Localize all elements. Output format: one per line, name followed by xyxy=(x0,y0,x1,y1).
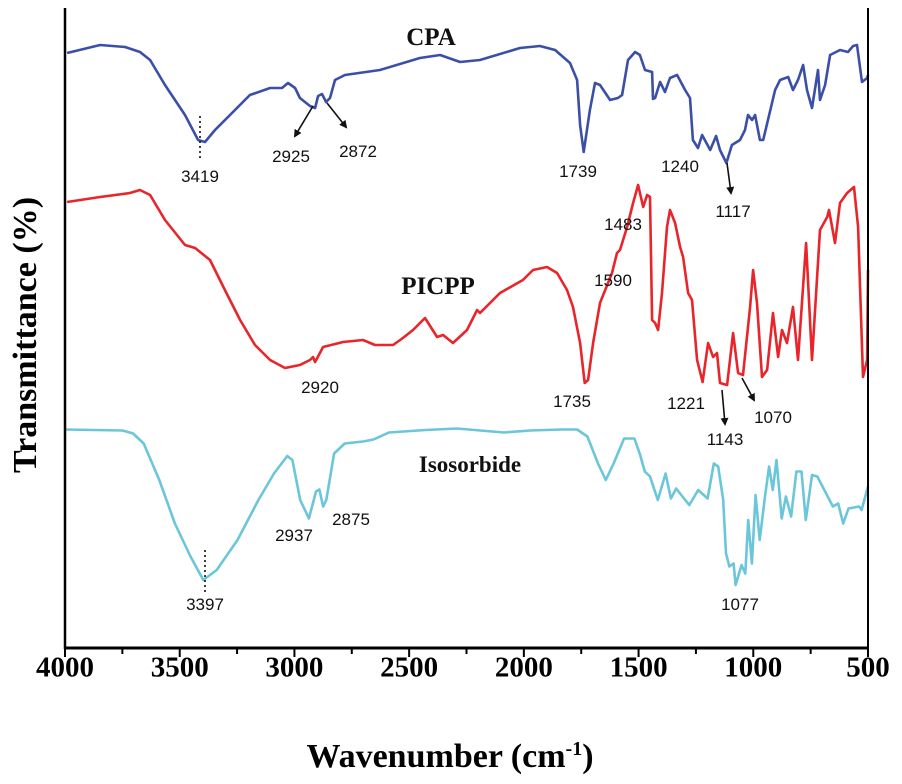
x-tick-label: 3000 xyxy=(265,651,324,684)
annotation-label: 1735 xyxy=(553,392,591,411)
annotation-label: 1117 xyxy=(715,202,751,221)
annotation-label: 1143 xyxy=(706,430,744,449)
annotation-label: 2872 xyxy=(339,142,377,161)
annotation-label: 2920 xyxy=(301,378,339,397)
x-axis-label-end: ) xyxy=(582,738,594,776)
annotation-label: 1077 xyxy=(721,595,759,614)
x-tick-label: 3500 xyxy=(150,651,209,684)
arrow-2872 xyxy=(326,102,348,129)
series-label-cpa: CPA xyxy=(406,24,456,51)
x-axis-label: Wavenumber (cm-1) xyxy=(306,738,593,776)
series-label-picpp: PICPP xyxy=(401,273,475,300)
annotation-label: 3397 xyxy=(186,595,224,614)
arrow-1117 xyxy=(726,162,735,195)
annotation-label: 1070 xyxy=(754,408,792,427)
series-line-isosorbide xyxy=(64,427,870,587)
y-axis-label: Transmittance (%) xyxy=(7,196,44,474)
x-tick-label: 2500 xyxy=(380,651,439,684)
annotation-label: 1240 xyxy=(661,157,699,176)
x-axis-label-text: Wavenumber (cm xyxy=(306,738,566,776)
x-tick-label: 2000 xyxy=(494,651,553,684)
arrow-1070 xyxy=(741,377,755,402)
x-tick-label: 1000 xyxy=(724,651,783,684)
series-line-picpp xyxy=(66,183,870,387)
arrow-2925 xyxy=(293,105,314,138)
x-tick-label: 4000 xyxy=(36,651,94,684)
annotation-label: 2937 xyxy=(275,526,313,545)
annotation-label: 3419 xyxy=(181,167,219,186)
x-tick-label: 500 xyxy=(846,651,890,684)
series-label-isosorbide: Isosorbide xyxy=(418,452,522,477)
series-line-cpa xyxy=(66,43,870,165)
annotation-label: 2875 xyxy=(332,510,370,529)
annotation-label: 2925 xyxy=(272,147,310,166)
annotation-label: 1483 xyxy=(604,215,642,234)
annotation-label: 1221 xyxy=(667,394,705,413)
x-tick-label: 1500 xyxy=(609,651,668,684)
x-axis-label-superscript: -1 xyxy=(565,737,583,760)
annotation-label: 1590 xyxy=(594,271,632,290)
annotation-label: 1739 xyxy=(559,162,597,181)
arrow-1143 xyxy=(720,389,729,426)
